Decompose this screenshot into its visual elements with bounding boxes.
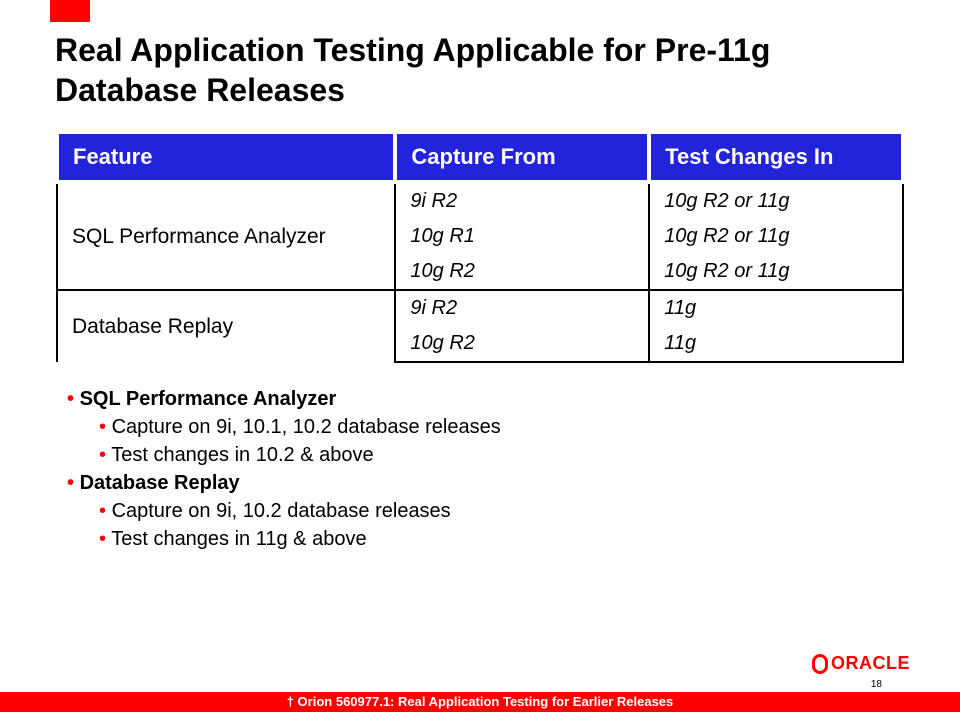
- page-title: Real Application Testing Applicable for …: [55, 30, 905, 110]
- col-test: Test Changes In: [649, 132, 903, 182]
- cell-test: 10g R2 or 11g: [649, 182, 903, 219]
- cell-feature: Database Replay: [57, 290, 395, 362]
- cell-test: 11g: [649, 326, 903, 362]
- top-accent-bar: [50, 0, 90, 22]
- bullet-list: SQL Performance Analyzer Capture on 9i, …: [55, 385, 905, 553]
- table-row: Database Replay 9i R2 11g: [57, 290, 903, 326]
- cell-test: 10g R2 or 11g: [649, 254, 903, 290]
- cell-test: 11g: [649, 290, 903, 326]
- footnote-text: † Orion 560977.1: Real Application Testi…: [0, 694, 960, 709]
- cell-capture: 10g R1: [395, 219, 649, 254]
- slide-content: Real Application Testing Applicable for …: [0, 0, 960, 553]
- oracle-logo: ORACLE: [812, 653, 910, 674]
- bullet-heading: SQL Performance Analyzer: [63, 385, 905, 413]
- oracle-o-icon: [812, 654, 828, 674]
- table-row: SQL Performance Analyzer 9i R2 10g R2 or…: [57, 182, 903, 219]
- bullet-item: Test changes in 10.2 & above: [99, 441, 905, 469]
- cell-capture: 10g R2: [395, 254, 649, 290]
- oracle-logo-text: ORACLE: [831, 653, 910, 674]
- feature-table: Feature Capture From Test Changes In SQL…: [55, 130, 905, 363]
- bullet-item: Test changes in 11g & above: [99, 525, 905, 553]
- footer: † Orion 560977.1: Real Application Testi…: [0, 692, 960, 712]
- cell-capture: 9i R2: [395, 182, 649, 219]
- col-feature: Feature: [57, 132, 395, 182]
- cell-capture: 9i R2: [395, 290, 649, 326]
- page-number: 18: [871, 679, 882, 690]
- cell-feature: SQL Performance Analyzer: [57, 182, 395, 290]
- cell-test: 10g R2 or 11g: [649, 219, 903, 254]
- bullet-item: Capture on 9i, 10.1, 10.2 database relea…: [99, 413, 905, 441]
- bullet-item: Capture on 9i, 10.2 database releases: [99, 497, 905, 525]
- cell-capture: 10g R2: [395, 326, 649, 362]
- col-capture: Capture From: [395, 132, 649, 182]
- bullet-heading: Database Replay: [63, 469, 905, 497]
